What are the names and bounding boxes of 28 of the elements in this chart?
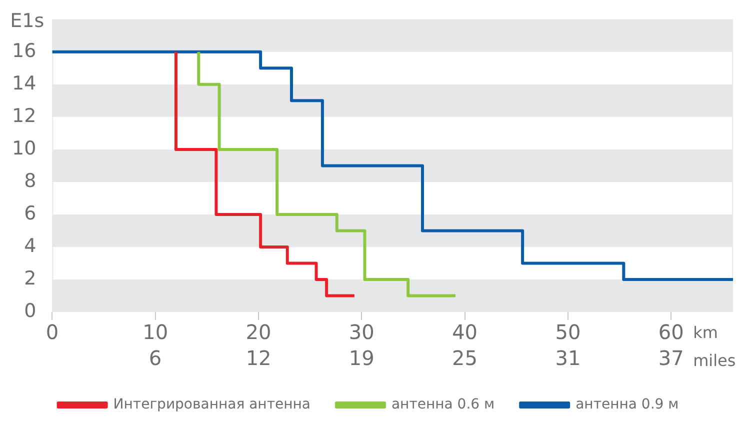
y-tick-label: 8 (24, 170, 36, 192)
y-tick-label: 0 (24, 300, 36, 322)
x2-tick-label: 12 (246, 346, 272, 370)
x2-tick-label: 6 (148, 346, 162, 370)
y-tick-label: 12 (12, 104, 36, 127)
x-tick-label: 60 (658, 320, 684, 344)
x-tick-label: 10 (142, 320, 168, 344)
x-tick-label: 20 (246, 320, 272, 344)
y-axis-title: E1s (10, 10, 44, 32)
x2-axis-title: miles (693, 351, 736, 370)
y-tick-label: 14 (12, 72, 36, 94)
legend-label: Интегрированная антенна (113, 396, 310, 413)
y-tick-label: 10 (12, 137, 36, 160)
legend-label: антенна 0.9 м (576, 396, 679, 413)
x-tick-label: 50 (555, 320, 581, 344)
y-tick-label: 4 (24, 234, 36, 257)
x2-tick-label: 25 (452, 346, 478, 370)
x-tick-label: 40 (452, 320, 478, 344)
y-tick-label: 16 (12, 40, 36, 62)
x-axis-title: km (693, 323, 718, 342)
x-tick-label: 30 (348, 320, 374, 344)
y-tick-label: 2 (24, 267, 36, 290)
x2-tick-label: 19 (348, 346, 374, 370)
x2-tick-label: 37 (658, 346, 684, 370)
x-tick-label: 0 (46, 320, 59, 344)
x2-tick-label: 31 (555, 346, 581, 370)
legend-label: антенна 0.6 м (391, 396, 495, 413)
y-tick-label: 6 (24, 202, 36, 224)
